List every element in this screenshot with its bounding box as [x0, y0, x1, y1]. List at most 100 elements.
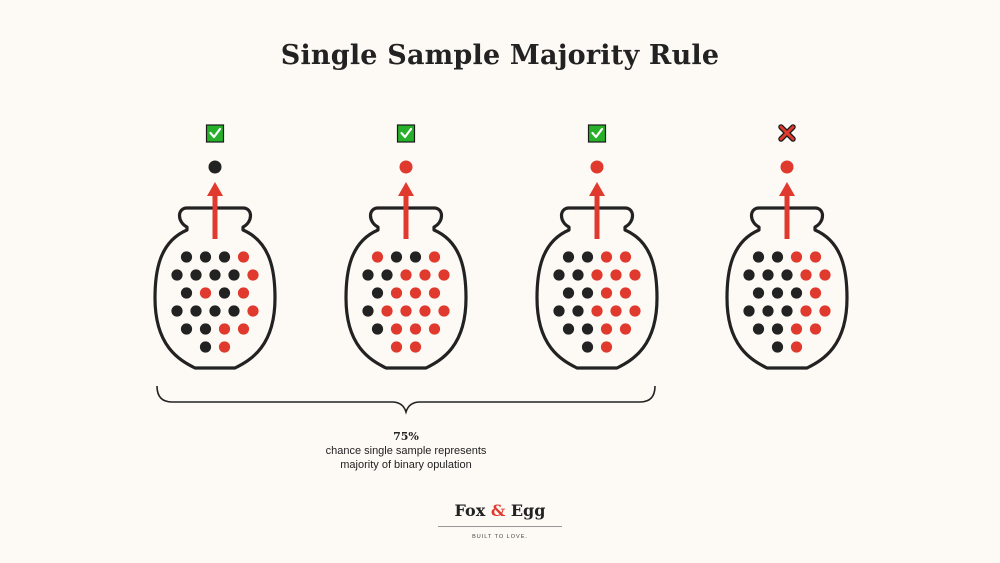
black-ball — [771, 323, 784, 335]
black-ball — [752, 323, 765, 335]
black-ball — [581, 323, 594, 335]
black-ball — [209, 305, 221, 317]
red-ball — [371, 251, 384, 263]
jar-4 — [725, 124, 849, 370]
red-ball — [428, 251, 441, 263]
black-ball — [180, 251, 193, 263]
red-ball — [400, 269, 412, 281]
red-ball — [428, 323, 441, 335]
black-ball — [771, 287, 784, 299]
checkmark — [591, 127, 604, 139]
black-ball — [199, 323, 212, 335]
arrow-shaft — [403, 196, 409, 239]
black-ball — [371, 323, 384, 335]
brand-name-part2: Egg — [510, 501, 546, 520]
black-ball — [371, 287, 384, 299]
red-ball — [591, 269, 603, 281]
black-ball — [218, 287, 231, 299]
black-ball — [790, 287, 803, 299]
red-ball — [419, 269, 431, 281]
jar-outline — [153, 206, 277, 370]
arrow-shaft — [212, 196, 218, 239]
black-ball — [572, 305, 584, 317]
red-ball — [409, 341, 422, 353]
black-ball — [762, 305, 774, 317]
arrow-head — [398, 182, 414, 196]
black-ball — [209, 269, 221, 281]
black-ball — [553, 269, 565, 281]
checkbox-check-icon — [587, 124, 607, 143]
black-ball — [572, 269, 584, 281]
jar-3 — [535, 124, 659, 370]
red-ball — [600, 341, 613, 353]
black-ball — [562, 287, 575, 299]
black-ball — [190, 305, 202, 317]
red-ball — [218, 341, 231, 353]
red-ball — [381, 305, 393, 317]
black-ball — [228, 305, 240, 317]
arrow-head — [589, 182, 605, 196]
summary-stat: 75% chance single sample represents majo… — [256, 430, 556, 472]
sample-ball — [780, 160, 794, 174]
jar-outline — [344, 206, 468, 370]
red-ball — [819, 305, 831, 317]
black-ball — [581, 287, 594, 299]
brand-name-part1: Fox — [454, 501, 486, 520]
black-ball — [752, 287, 765, 299]
jar-outline — [725, 206, 849, 370]
red-ball — [790, 251, 803, 263]
red-ball — [218, 323, 231, 335]
black-ball — [581, 341, 594, 353]
red-ball — [390, 287, 403, 299]
black-ball — [762, 269, 774, 281]
red-cross-icon — [778, 124, 796, 142]
red-ball — [619, 251, 632, 263]
red-ball — [629, 269, 641, 281]
black-ball — [553, 305, 565, 317]
red-ball — [600, 287, 613, 299]
black-ball — [743, 269, 755, 281]
black-ball — [581, 251, 594, 263]
black-ball — [390, 251, 403, 263]
red-ball — [790, 341, 803, 353]
black-ball — [228, 269, 240, 281]
red-ball — [419, 305, 431, 317]
black-ball — [562, 323, 575, 335]
red-ball — [591, 305, 603, 317]
brand-logo: Fox & Egg — [400, 500, 600, 522]
arrow-head — [207, 182, 223, 196]
brand-tagline: BUILT TO LOVE. — [472, 534, 528, 540]
page-title: Single Sample Majority Rule — [280, 40, 720, 71]
red-ball — [390, 341, 403, 353]
red-ball — [619, 323, 632, 335]
checkmark — [209, 127, 222, 139]
sample-ball — [208, 160, 222, 174]
red-ball — [600, 323, 613, 335]
red-ball — [390, 323, 403, 335]
summary-percent: 75% — [393, 430, 419, 443]
jar-2 — [344, 124, 468, 370]
summary-line-1: chance single sample represents — [325, 445, 487, 457]
summary-line-2: majority of binary opulation — [340, 459, 472, 471]
black-ball — [409, 251, 422, 263]
red-ball — [819, 269, 831, 281]
sample-ball — [590, 160, 604, 174]
red-ball — [629, 305, 641, 317]
black-ball — [180, 323, 193, 335]
checkbox-box — [205, 124, 225, 143]
red-ball — [247, 269, 259, 281]
red-ball — [809, 251, 822, 263]
sample-ball — [399, 160, 413, 174]
red-ball — [438, 269, 450, 281]
black-ball — [171, 269, 183, 281]
black-ball — [199, 341, 212, 353]
red-ball — [438, 305, 450, 317]
brand-divider — [438, 526, 562, 527]
red-ball — [610, 305, 622, 317]
arrow-shaft — [594, 196, 600, 239]
black-ball — [190, 269, 202, 281]
arrow-head — [779, 182, 795, 196]
red-ball — [237, 323, 250, 335]
red-ball — [619, 287, 632, 299]
